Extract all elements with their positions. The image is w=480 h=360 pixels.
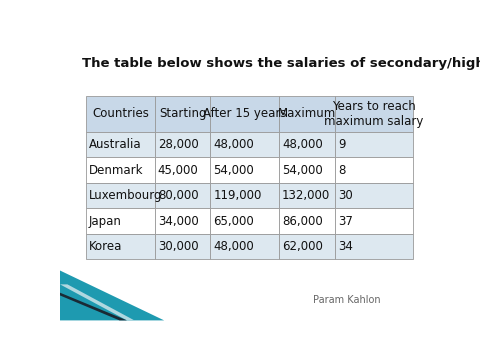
Bar <box>210 157 279 183</box>
Text: 54,000: 54,000 <box>214 163 254 177</box>
Text: 119,000: 119,000 <box>214 189 262 202</box>
Bar <box>86 132 155 157</box>
Bar <box>335 208 413 234</box>
Bar <box>210 208 279 234</box>
Bar <box>155 157 210 183</box>
Text: 48,000: 48,000 <box>282 138 323 151</box>
Bar <box>279 157 335 183</box>
Bar <box>335 96 413 132</box>
Text: 37: 37 <box>338 215 353 228</box>
Text: Luxembourg: Luxembourg <box>89 189 163 202</box>
Text: Maximum: Maximum <box>278 107 336 120</box>
Bar <box>279 183 335 208</box>
Bar <box>86 183 155 208</box>
Bar <box>210 132 279 157</box>
Bar <box>335 132 413 157</box>
Text: Korea: Korea <box>89 240 122 253</box>
Bar <box>86 157 155 183</box>
Bar <box>86 96 155 132</box>
Bar <box>210 96 279 132</box>
Polygon shape <box>60 270 164 320</box>
Polygon shape <box>60 293 127 320</box>
Bar <box>155 208 210 234</box>
Polygon shape <box>60 284 134 320</box>
Bar <box>335 183 413 208</box>
Text: Years to reach
maximum salary: Years to reach maximum salary <box>324 100 424 128</box>
Bar <box>86 234 155 260</box>
Text: Countries: Countries <box>92 107 149 120</box>
Bar <box>210 183 279 208</box>
Text: 34,000: 34,000 <box>158 215 199 228</box>
Bar <box>210 234 279 260</box>
Text: 30,000: 30,000 <box>158 240 198 253</box>
Text: 80,000: 80,000 <box>158 189 198 202</box>
Text: Denmark: Denmark <box>89 163 144 177</box>
Bar <box>335 234 413 260</box>
Bar <box>279 132 335 157</box>
Bar <box>155 96 210 132</box>
Text: Australia: Australia <box>89 138 142 151</box>
Text: Starting: Starting <box>159 107 206 120</box>
Text: After 15 years: After 15 years <box>203 107 287 120</box>
Bar <box>86 208 155 234</box>
Text: 65,000: 65,000 <box>214 215 254 228</box>
Bar <box>335 157 413 183</box>
Text: 48,000: 48,000 <box>214 240 254 253</box>
Text: Japan: Japan <box>89 215 122 228</box>
Bar <box>155 183 210 208</box>
Text: Param Kahlon: Param Kahlon <box>313 295 381 305</box>
Text: 45,000: 45,000 <box>158 163 199 177</box>
Text: 54,000: 54,000 <box>282 163 323 177</box>
Text: The table below shows the salaries of secondary/high school teachers in 2009.: The table below shows the salaries of se… <box>83 57 480 70</box>
Text: 8: 8 <box>338 163 345 177</box>
Bar <box>279 208 335 234</box>
Text: 86,000: 86,000 <box>282 215 323 228</box>
Bar <box>155 132 210 157</box>
Text: 30: 30 <box>338 189 352 202</box>
Text: 28,000: 28,000 <box>158 138 199 151</box>
Text: 48,000: 48,000 <box>214 138 254 151</box>
Text: 62,000: 62,000 <box>282 240 323 253</box>
Bar <box>279 96 335 132</box>
Bar <box>155 234 210 260</box>
Text: 9: 9 <box>338 138 345 151</box>
Text: 34: 34 <box>338 240 353 253</box>
Text: 132,000: 132,000 <box>282 189 330 202</box>
Bar <box>279 234 335 260</box>
